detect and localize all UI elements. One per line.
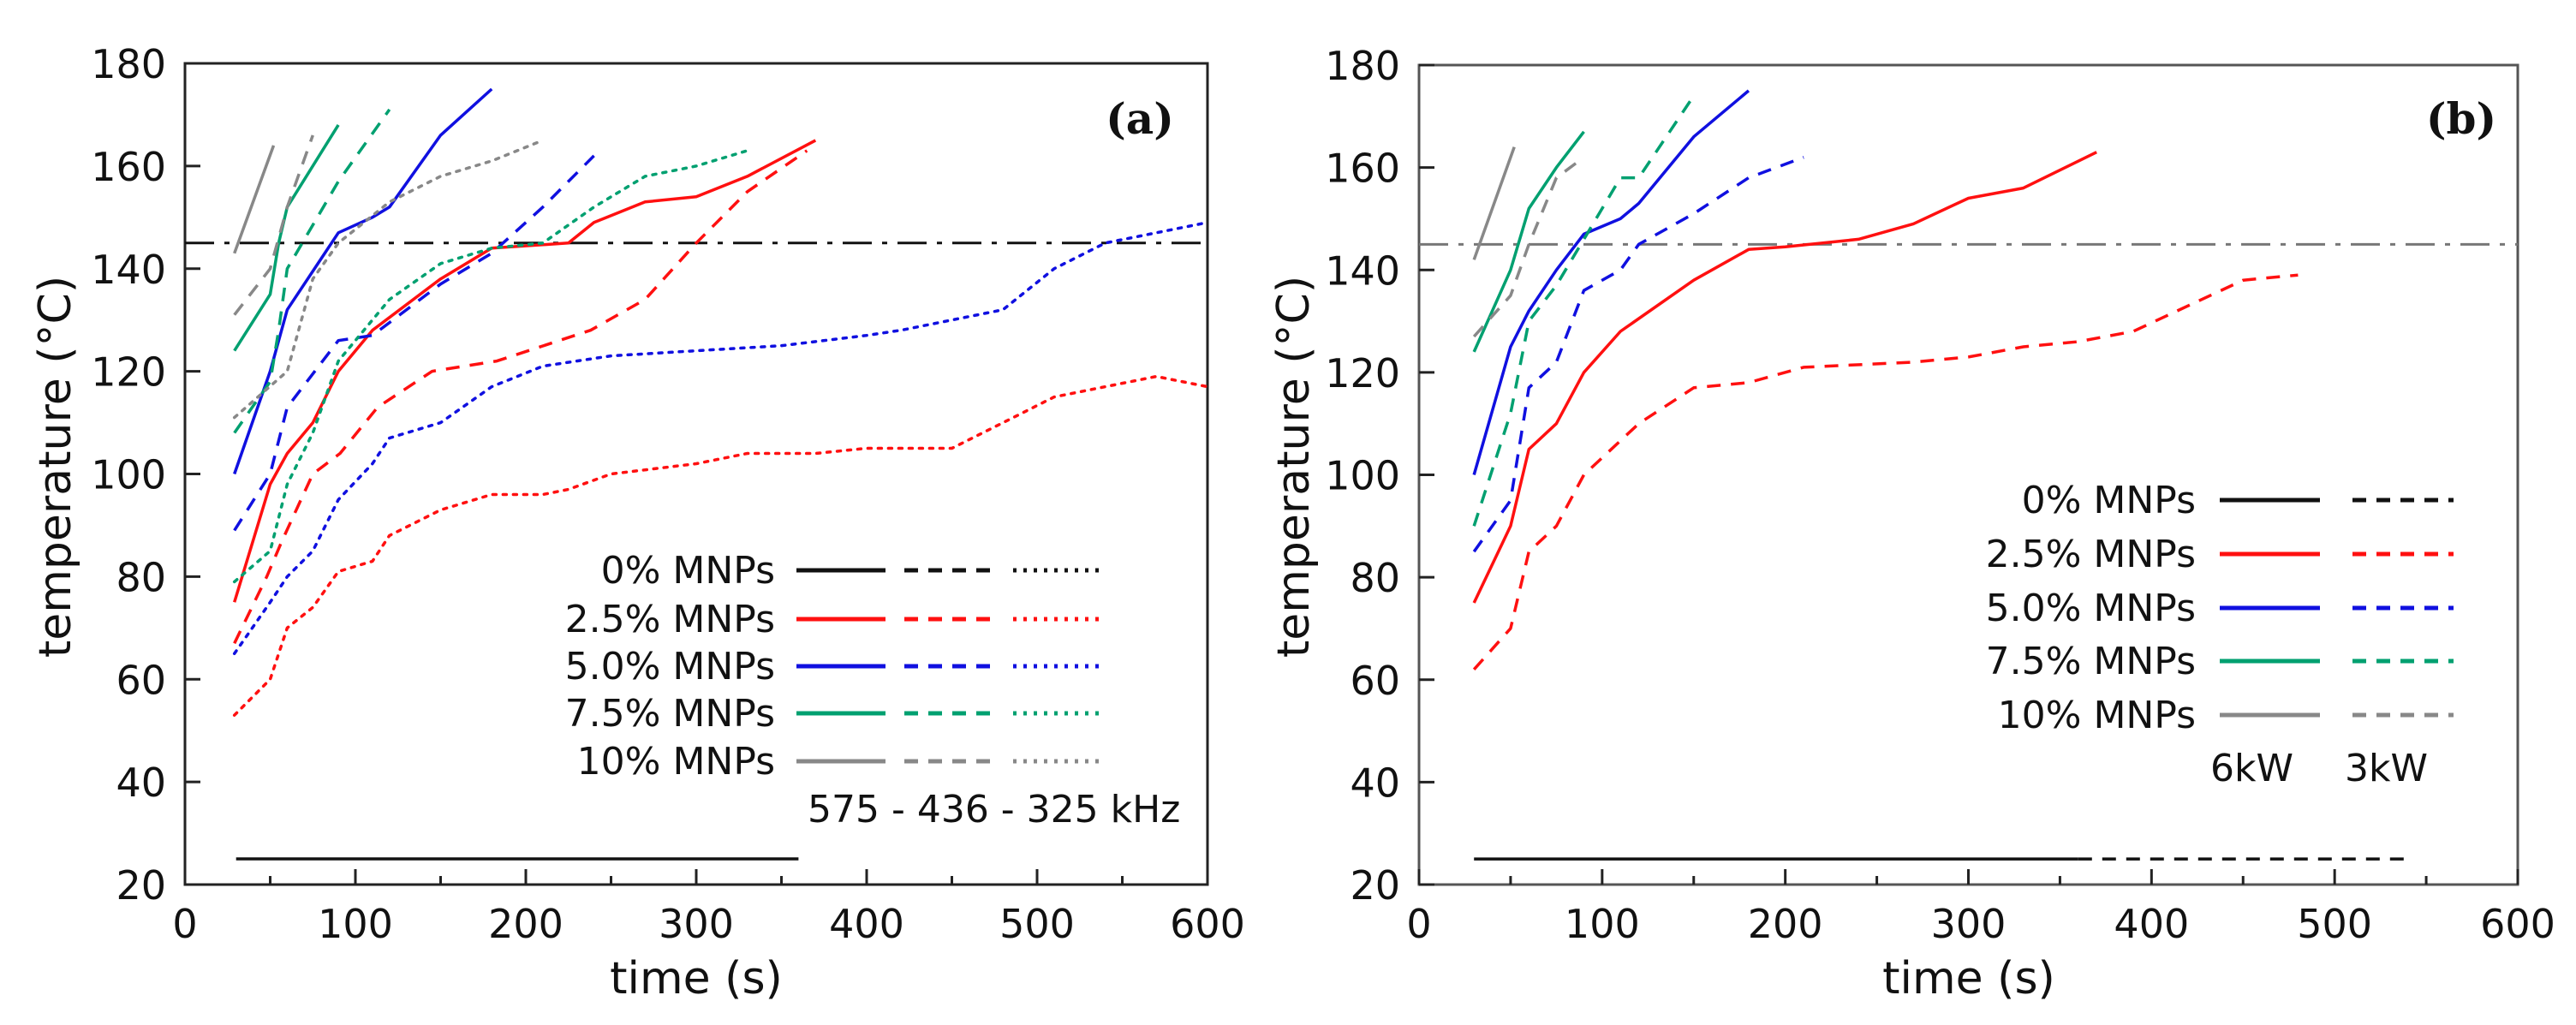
y-tick-label: 160 (1325, 146, 1400, 192)
series-line-7-5-mnps-6kw (1472, 130, 1585, 353)
series-line-2-5-mnps-6kw (1472, 151, 2097, 604)
panel-a: (a) temperature (°C) time (s) 0 100 200 300… (30, 41, 1245, 1004)
legend-label: 10% MNPs (577, 740, 775, 784)
series-line-10-mnps-3kw (1472, 156, 1585, 338)
x-tick-label: 200 (1748, 901, 1823, 947)
series-line-10-mnps-436-khz (233, 134, 314, 316)
series-line-5-0-mnps-3kw (1472, 156, 1804, 553)
x-axis-title-a: time (s) (610, 953, 783, 1004)
legend-label: 0% MNPs (601, 549, 775, 593)
x-tick-label: 0 (1406, 901, 1431, 947)
series-line-2-5-mnps-575-khz (233, 139, 817, 603)
series-line-2-5-mnps-3kw (1472, 273, 2299, 670)
x-tick-label: 500 (2297, 901, 2372, 947)
series-line-5-0-mnps-436-khz (233, 154, 595, 532)
x-tick-label: 200 (488, 901, 564, 947)
series-line-10-mnps-325-khz (232, 139, 545, 420)
legend-label: 10% MNPs (1998, 694, 2196, 737)
series-line-5-0-mnps-6kw (1472, 89, 1750, 475)
y-tick-label: 80 (116, 554, 166, 600)
y-tick-label: 180 (91, 41, 166, 87)
series-line-2-5-mnps-436-khz (233, 149, 808, 645)
x-tick-label: 300 (659, 901, 734, 947)
series-line-10-mnps-575-khz (233, 145, 276, 254)
x-tick-label: 500 (999, 901, 1075, 947)
y-tick-label: 40 (1350, 760, 1400, 806)
x-tick-label: 100 (318, 901, 393, 947)
legend-label: 0% MNPs (2022, 479, 2196, 522)
legend-label: 5.0% MNPs (565, 645, 775, 688)
y-tick-label: 140 (91, 247, 166, 293)
y-axis-title-a: temperature (°C) (30, 276, 81, 658)
y-tick-label: 100 (91, 452, 166, 498)
y-tick-label: 20 (1350, 862, 1400, 909)
y-tick-label: 180 (1325, 43, 1400, 89)
series-line-7-5-mnps-325-khz (232, 149, 749, 584)
x-tick-label: 400 (829, 901, 904, 947)
x-axis-title-b: time (s) (1882, 953, 2055, 1004)
legend-label: 7.5% MNPs (565, 692, 775, 736)
x-tick-label: 400 (2114, 901, 2189, 947)
x-tick-label: 300 (1931, 901, 2007, 947)
series-line-10-mnps-6kw (1472, 146, 1516, 260)
y-tick-label: 20 (116, 862, 166, 909)
legend-label: 5.0% MNPs (1986, 587, 2196, 630)
y-tick-label: 120 (91, 349, 166, 396)
legend-label: 2.5% MNPs (1986, 533, 2196, 576)
x-tick-label: 100 (1565, 901, 1640, 947)
y-tick-label: 100 (1325, 453, 1400, 499)
y-tick-label: 80 (1350, 555, 1400, 601)
y-tick-label: 160 (91, 144, 166, 190)
y-tick-label: 140 (1325, 247, 1400, 294)
legend-label: 2.5% MNPs (565, 598, 775, 641)
legend-column-label: 6kW (2210, 747, 2293, 790)
series-line-7-5-mnps-3kw (1472, 94, 1696, 527)
y-axis-title-b: temperature (°C) (1268, 276, 1320, 658)
y-tick-label: 40 (116, 760, 166, 806)
panel-b: (b) temperature (°C) time (s) 0 100 200 300… (1268, 43, 2555, 1004)
panel-label-a: (a) (1106, 93, 1174, 144)
panel-label-b: (b) (2426, 93, 2496, 144)
x-tick-label: 0 (172, 901, 197, 947)
series-line-2-5-mnps-325-khz (232, 374, 1209, 717)
legend-frequency-label: 575 - 436 - 325 kHz (808, 788, 1180, 831)
y-tick-label: 60 (116, 657, 166, 703)
y-tick-label: 60 (1350, 658, 1400, 704)
x-tick-label: 600 (1170, 901, 1245, 947)
legend-column-label: 3kW (2345, 747, 2428, 790)
y-tick-label: 120 (1325, 350, 1400, 396)
legend-label: 7.5% MNPs (1986, 640, 2196, 683)
x-tick-label: 600 (2480, 901, 2555, 947)
